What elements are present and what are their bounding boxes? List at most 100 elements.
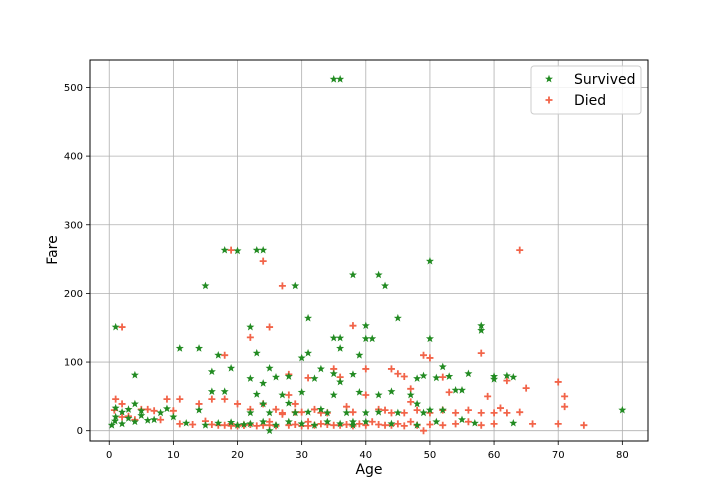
died-point bbox=[516, 246, 524, 254]
died-point bbox=[387, 365, 395, 373]
survived-point bbox=[111, 416, 120, 425]
survived-point bbox=[323, 408, 332, 417]
died-point bbox=[208, 395, 216, 403]
survived-point bbox=[336, 377, 345, 386]
died-point bbox=[464, 406, 472, 414]
died-point bbox=[349, 408, 357, 416]
survived-point bbox=[393, 313, 402, 322]
survived-point bbox=[246, 408, 255, 417]
died-point bbox=[394, 370, 402, 378]
died-point bbox=[477, 349, 485, 357]
died-point bbox=[426, 421, 434, 429]
survived-point bbox=[143, 416, 152, 424]
died-point bbox=[420, 427, 428, 435]
died-point bbox=[387, 409, 395, 417]
x-axis-label: Age bbox=[355, 462, 382, 478]
survived-point bbox=[259, 417, 268, 426]
survived-point bbox=[355, 350, 364, 359]
survived-point bbox=[214, 350, 223, 359]
survived-point bbox=[252, 348, 261, 357]
survived-point bbox=[118, 407, 127, 416]
died-point bbox=[420, 351, 428, 359]
survived-point bbox=[464, 369, 473, 378]
survived-point bbox=[374, 407, 383, 416]
survived-point bbox=[201, 281, 210, 290]
survived-point bbox=[137, 411, 146, 419]
survived-point bbox=[175, 344, 184, 352]
survived-point bbox=[246, 419, 255, 428]
survived-point bbox=[490, 375, 499, 383]
died-point bbox=[484, 392, 492, 400]
died-point bbox=[221, 421, 229, 429]
died-point bbox=[407, 418, 415, 426]
survived-point bbox=[137, 406, 146, 415]
died-point bbox=[477, 409, 485, 417]
died-point bbox=[298, 408, 306, 416]
survived-point bbox=[329, 369, 338, 378]
survived-point bbox=[336, 75, 345, 83]
died-point bbox=[343, 421, 351, 429]
survived-point bbox=[348, 421, 357, 429]
died-point bbox=[310, 405, 318, 413]
survived-point bbox=[348, 270, 357, 279]
survived-point bbox=[432, 417, 441, 426]
survived-point bbox=[201, 421, 210, 429]
died-point bbox=[304, 418, 312, 426]
survived-point bbox=[111, 322, 120, 331]
survived-point bbox=[355, 388, 364, 396]
legend-box bbox=[530, 65, 642, 115]
died-point bbox=[554, 420, 562, 428]
survived-point bbox=[477, 321, 486, 330]
survived-point bbox=[393, 408, 402, 417]
died-point bbox=[426, 354, 434, 362]
legend-star-icon bbox=[545, 74, 553, 83]
died-point bbox=[503, 409, 511, 417]
died-point bbox=[439, 373, 447, 381]
died-point bbox=[317, 420, 325, 428]
died-point bbox=[580, 421, 588, 429]
survived-point bbox=[316, 405, 325, 413]
died-point bbox=[445, 388, 453, 396]
survived-point bbox=[361, 408, 370, 417]
survived-point bbox=[316, 364, 325, 373]
survived-point bbox=[342, 408, 351, 417]
survived-point bbox=[618, 405, 627, 414]
died-point bbox=[278, 282, 286, 290]
died-point bbox=[400, 422, 408, 430]
survived-point bbox=[361, 334, 370, 343]
survived-point bbox=[291, 281, 300, 290]
died-point bbox=[381, 421, 389, 429]
survived-point bbox=[130, 370, 139, 379]
survived-series bbox=[107, 75, 627, 435]
legend-survived-label: Survived bbox=[574, 72, 635, 88]
legend-died-marker bbox=[545, 96, 553, 104]
died-point bbox=[246, 333, 254, 341]
survived-point bbox=[227, 364, 236, 372]
y-axis-ticks: 0 100 200 300 400 500 bbox=[64, 83, 90, 437]
y-tick-label: 0 bbox=[77, 426, 83, 437]
survived-point bbox=[291, 408, 300, 417]
survived-point bbox=[361, 321, 370, 330]
survived-point bbox=[195, 405, 204, 414]
survived-point bbox=[265, 426, 274, 435]
survived-point bbox=[361, 417, 370, 426]
died-point bbox=[529, 420, 537, 428]
survived-point bbox=[124, 405, 133, 413]
survived-point bbox=[336, 344, 345, 352]
survived-point bbox=[252, 390, 261, 398]
died-point bbox=[253, 422, 261, 430]
survived-point bbox=[425, 405, 434, 414]
x-tick-label: 0 bbox=[106, 450, 112, 461]
survived-point bbox=[368, 334, 377, 343]
survived-point bbox=[374, 270, 383, 279]
died-point bbox=[118, 413, 126, 421]
died-point bbox=[163, 395, 171, 403]
survived-point bbox=[419, 408, 428, 417]
survived-point bbox=[425, 334, 434, 343]
survived-point bbox=[246, 374, 255, 382]
died-point bbox=[157, 416, 165, 424]
survived-point bbox=[438, 405, 447, 414]
died-point bbox=[496, 404, 504, 412]
survived-point bbox=[111, 403, 120, 412]
